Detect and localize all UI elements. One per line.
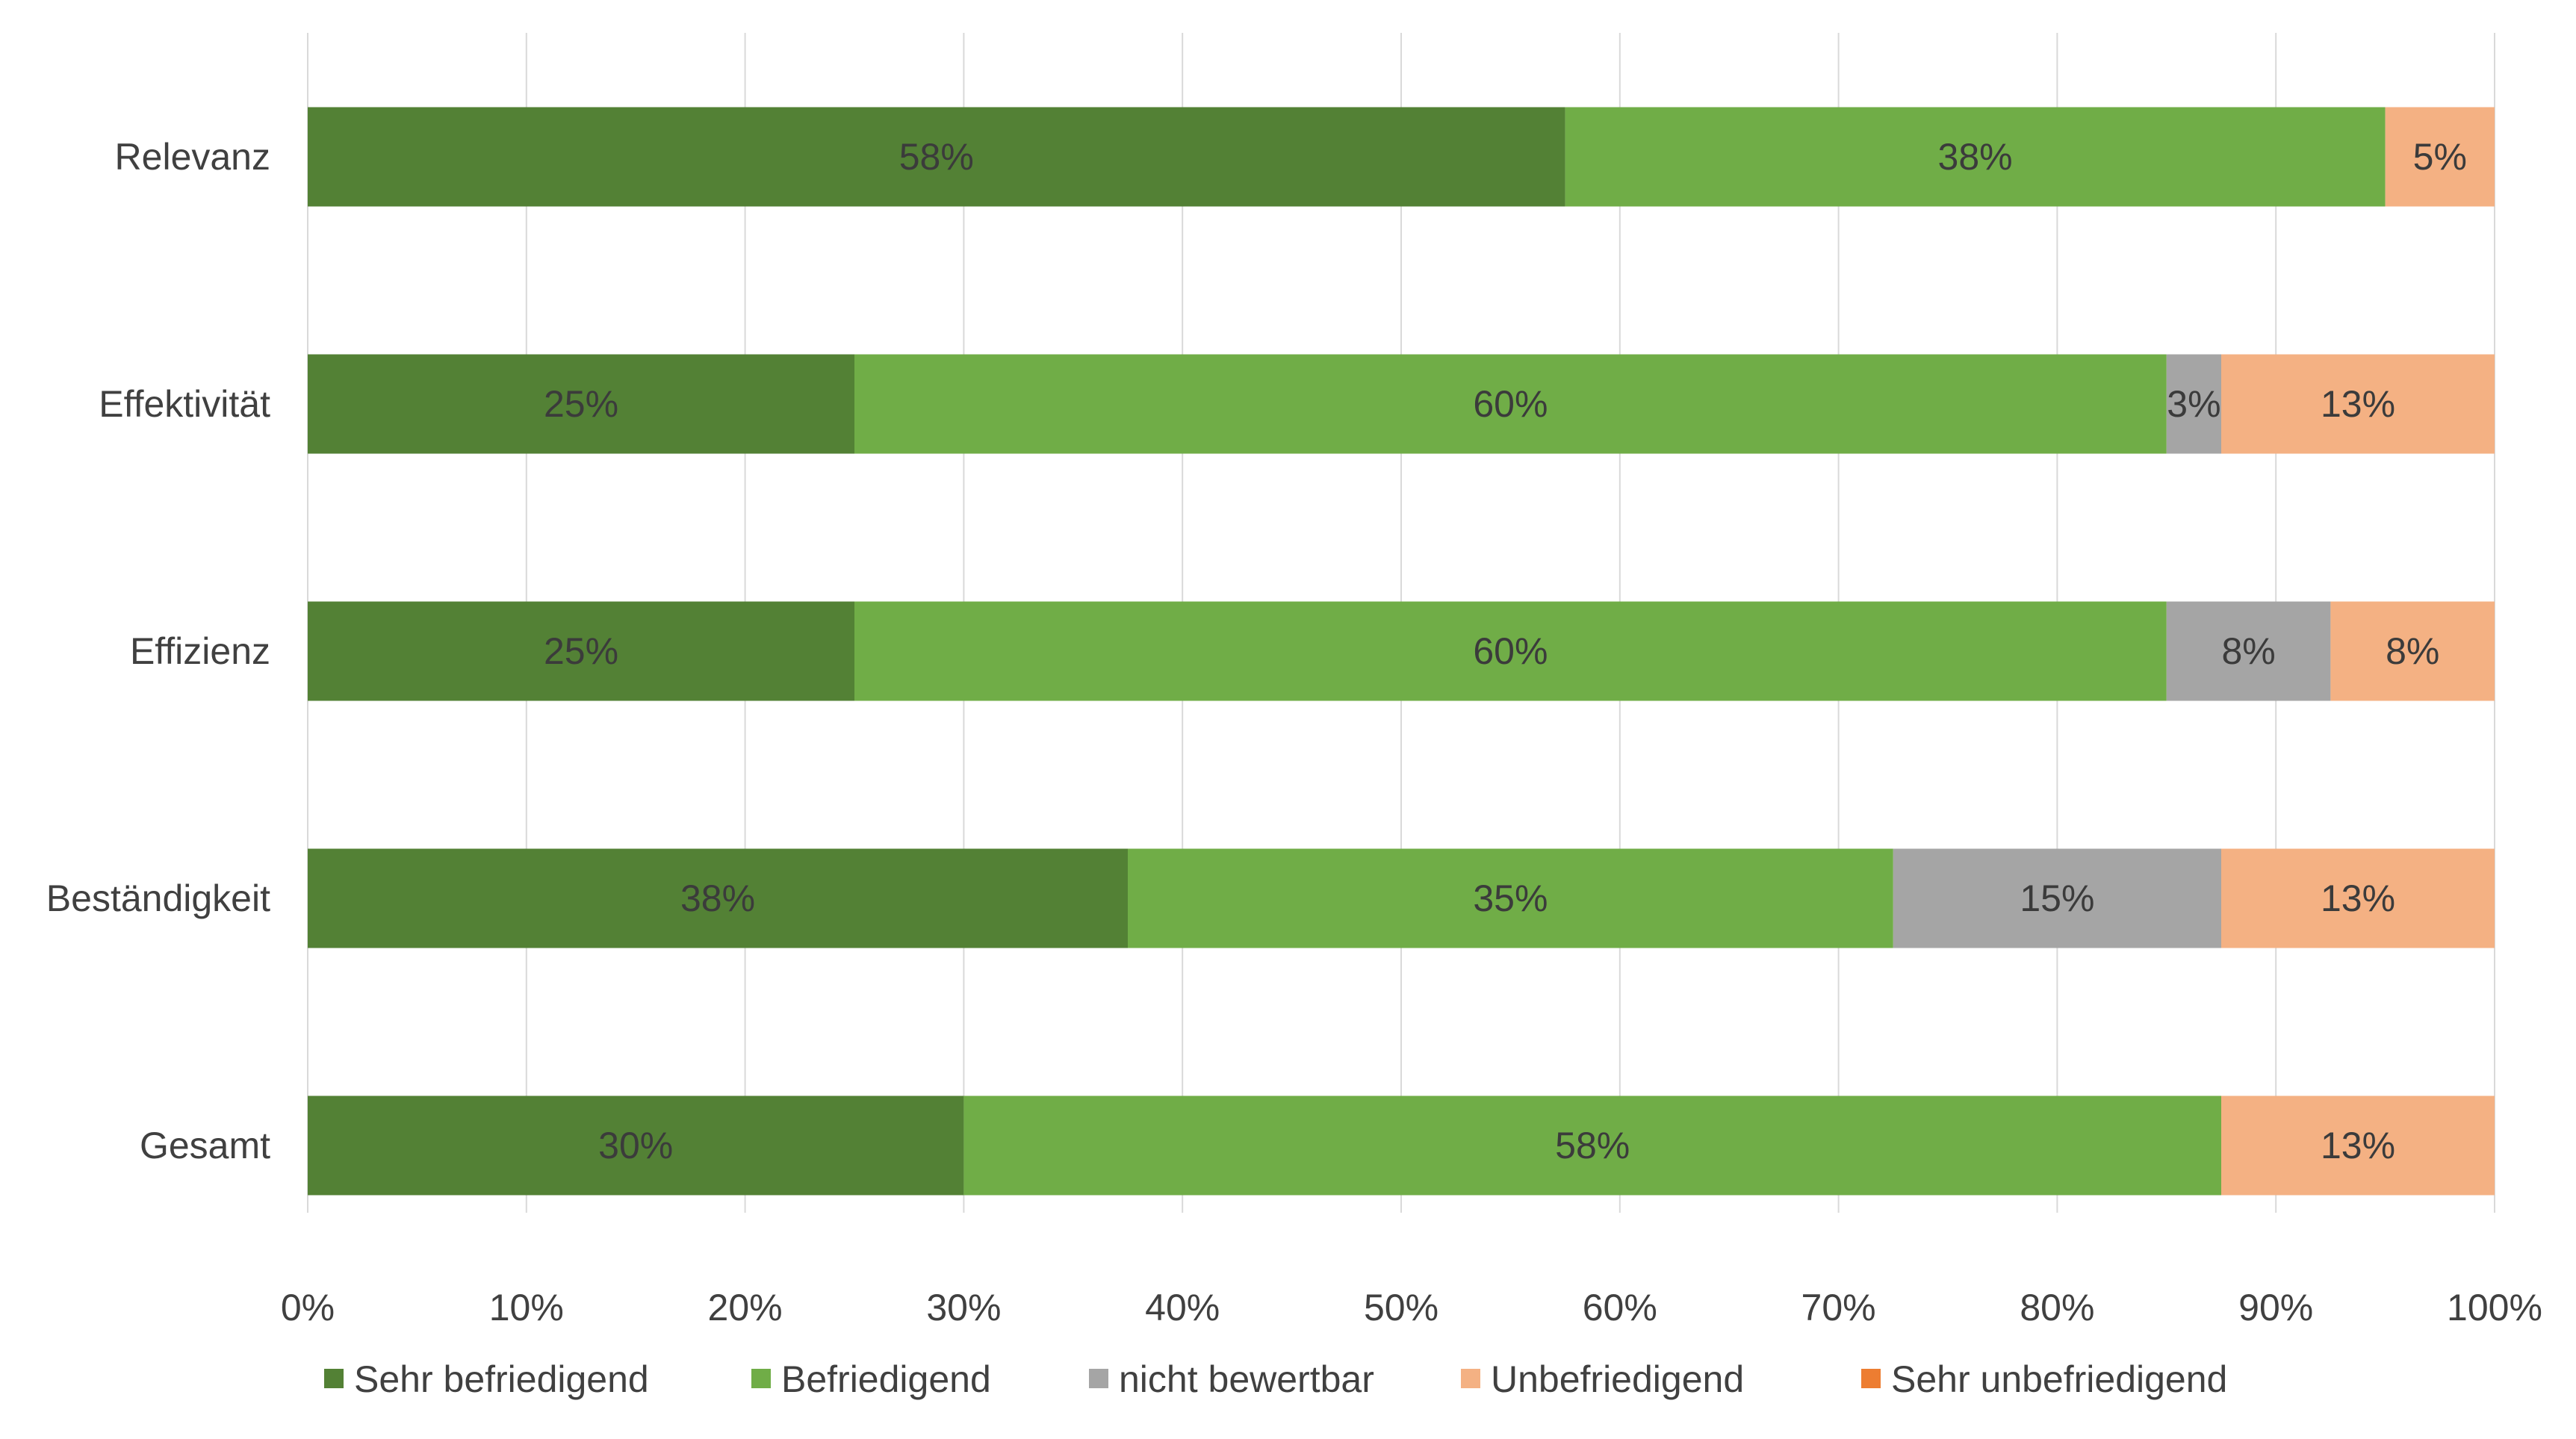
bar-segment bbox=[2330, 601, 2495, 701]
legend: Sehr befriedigend Befriedigend nicht bewer… bbox=[324, 1358, 2227, 1400]
category-label: Effektivität bbox=[99, 383, 270, 425]
bar-segment bbox=[1893, 848, 2221, 948]
bar-segment bbox=[963, 1095, 2221, 1196]
legend-label: Sehr befriedigend bbox=[354, 1358, 649, 1400]
data-label: 8% bbox=[2221, 630, 2275, 672]
data-label: 3% bbox=[2167, 383, 2220, 425]
data-label: 15% bbox=[2020, 877, 2094, 919]
legend-swatch bbox=[751, 1369, 771, 1388]
data-label: 58% bbox=[1555, 1125, 1630, 1166]
data-label: 30% bbox=[598, 1125, 673, 1166]
bar-segment bbox=[854, 601, 2167, 701]
x-tick-label: 0% bbox=[281, 1287, 335, 1328]
x-tick-label: 90% bbox=[2238, 1287, 2313, 1328]
bar-segment bbox=[308, 848, 1128, 948]
x-tick-label: 40% bbox=[1145, 1287, 1220, 1328]
legend-label: Sehr unbefriedigend bbox=[1891, 1358, 2227, 1400]
legend-label: Unbefriedigend bbox=[1491, 1358, 1744, 1400]
data-label: 58% bbox=[899, 136, 974, 178]
legend-swatch bbox=[1089, 1369, 1108, 1388]
bar-segment bbox=[308, 601, 854, 701]
bar-segment bbox=[1128, 848, 1893, 948]
bar-segment bbox=[2221, 354, 2495, 454]
x-tick-label: 30% bbox=[926, 1287, 1001, 1328]
legend-swatch bbox=[324, 1369, 344, 1388]
bar-segment bbox=[308, 354, 854, 454]
data-label: 60% bbox=[1473, 383, 1548, 425]
x-axis-tick-labels: 0% 10% 20% 30% 40% 50% 60% 70% 80% 90% 100% bbox=[281, 1287, 2542, 1328]
x-tick-label: 20% bbox=[708, 1287, 783, 1328]
data-label: 13% bbox=[2321, 1125, 2395, 1166]
bar-segment bbox=[1565, 107, 2386, 207]
bars: 58% 38% 5% 25% 60% 3% 13% 25% 60% 8% 8% 38% 35% 15% 13… bbox=[308, 107, 2495, 1196]
legend-label: nicht bewertbar bbox=[1119, 1358, 1374, 1400]
x-tick-label: 80% bbox=[2020, 1287, 2094, 1328]
bar-segment bbox=[854, 354, 2167, 454]
x-tick-label: 50% bbox=[1364, 1287, 1438, 1328]
bar-segment bbox=[308, 1095, 964, 1196]
x-tick-label: 100% bbox=[2447, 1287, 2542, 1328]
data-label: 13% bbox=[2321, 383, 2395, 425]
bar-segment bbox=[2166, 354, 2221, 454]
data-label: 35% bbox=[1473, 877, 1548, 919]
x-tick-label: 60% bbox=[1583, 1287, 1657, 1328]
category-label: Relevanz bbox=[115, 136, 270, 178]
category-label: Gesamt bbox=[140, 1125, 270, 1166]
legend-swatch bbox=[1861, 1369, 1881, 1388]
category-label: Beständigkeit bbox=[46, 877, 270, 919]
category-label: Effizienz bbox=[130, 630, 270, 672]
bar-segment bbox=[2166, 601, 2331, 701]
data-label: 38% bbox=[1938, 136, 2013, 178]
x-tick-label: 70% bbox=[1801, 1287, 1876, 1328]
bar-segment bbox=[2385, 107, 2495, 207]
x-tick-label: 10% bbox=[489, 1287, 564, 1328]
data-label: 13% bbox=[2321, 877, 2395, 919]
legend-label: Befriedigend bbox=[781, 1358, 991, 1400]
data-label: 5% bbox=[2413, 136, 2467, 178]
bar-segment bbox=[2221, 848, 2495, 948]
legend-swatch bbox=[1461, 1369, 1480, 1388]
category-labels: Relevanz Effektivität Effizienz Beständigke… bbox=[46, 136, 270, 1166]
data-label: 60% bbox=[1473, 630, 1548, 672]
data-label: 38% bbox=[680, 877, 755, 919]
data-label: 25% bbox=[544, 630, 618, 672]
data-label: 8% bbox=[2386, 630, 2439, 672]
bar-segment bbox=[308, 107, 1565, 207]
bar-segment bbox=[2221, 1095, 2495, 1196]
data-label: 25% bbox=[544, 383, 618, 425]
